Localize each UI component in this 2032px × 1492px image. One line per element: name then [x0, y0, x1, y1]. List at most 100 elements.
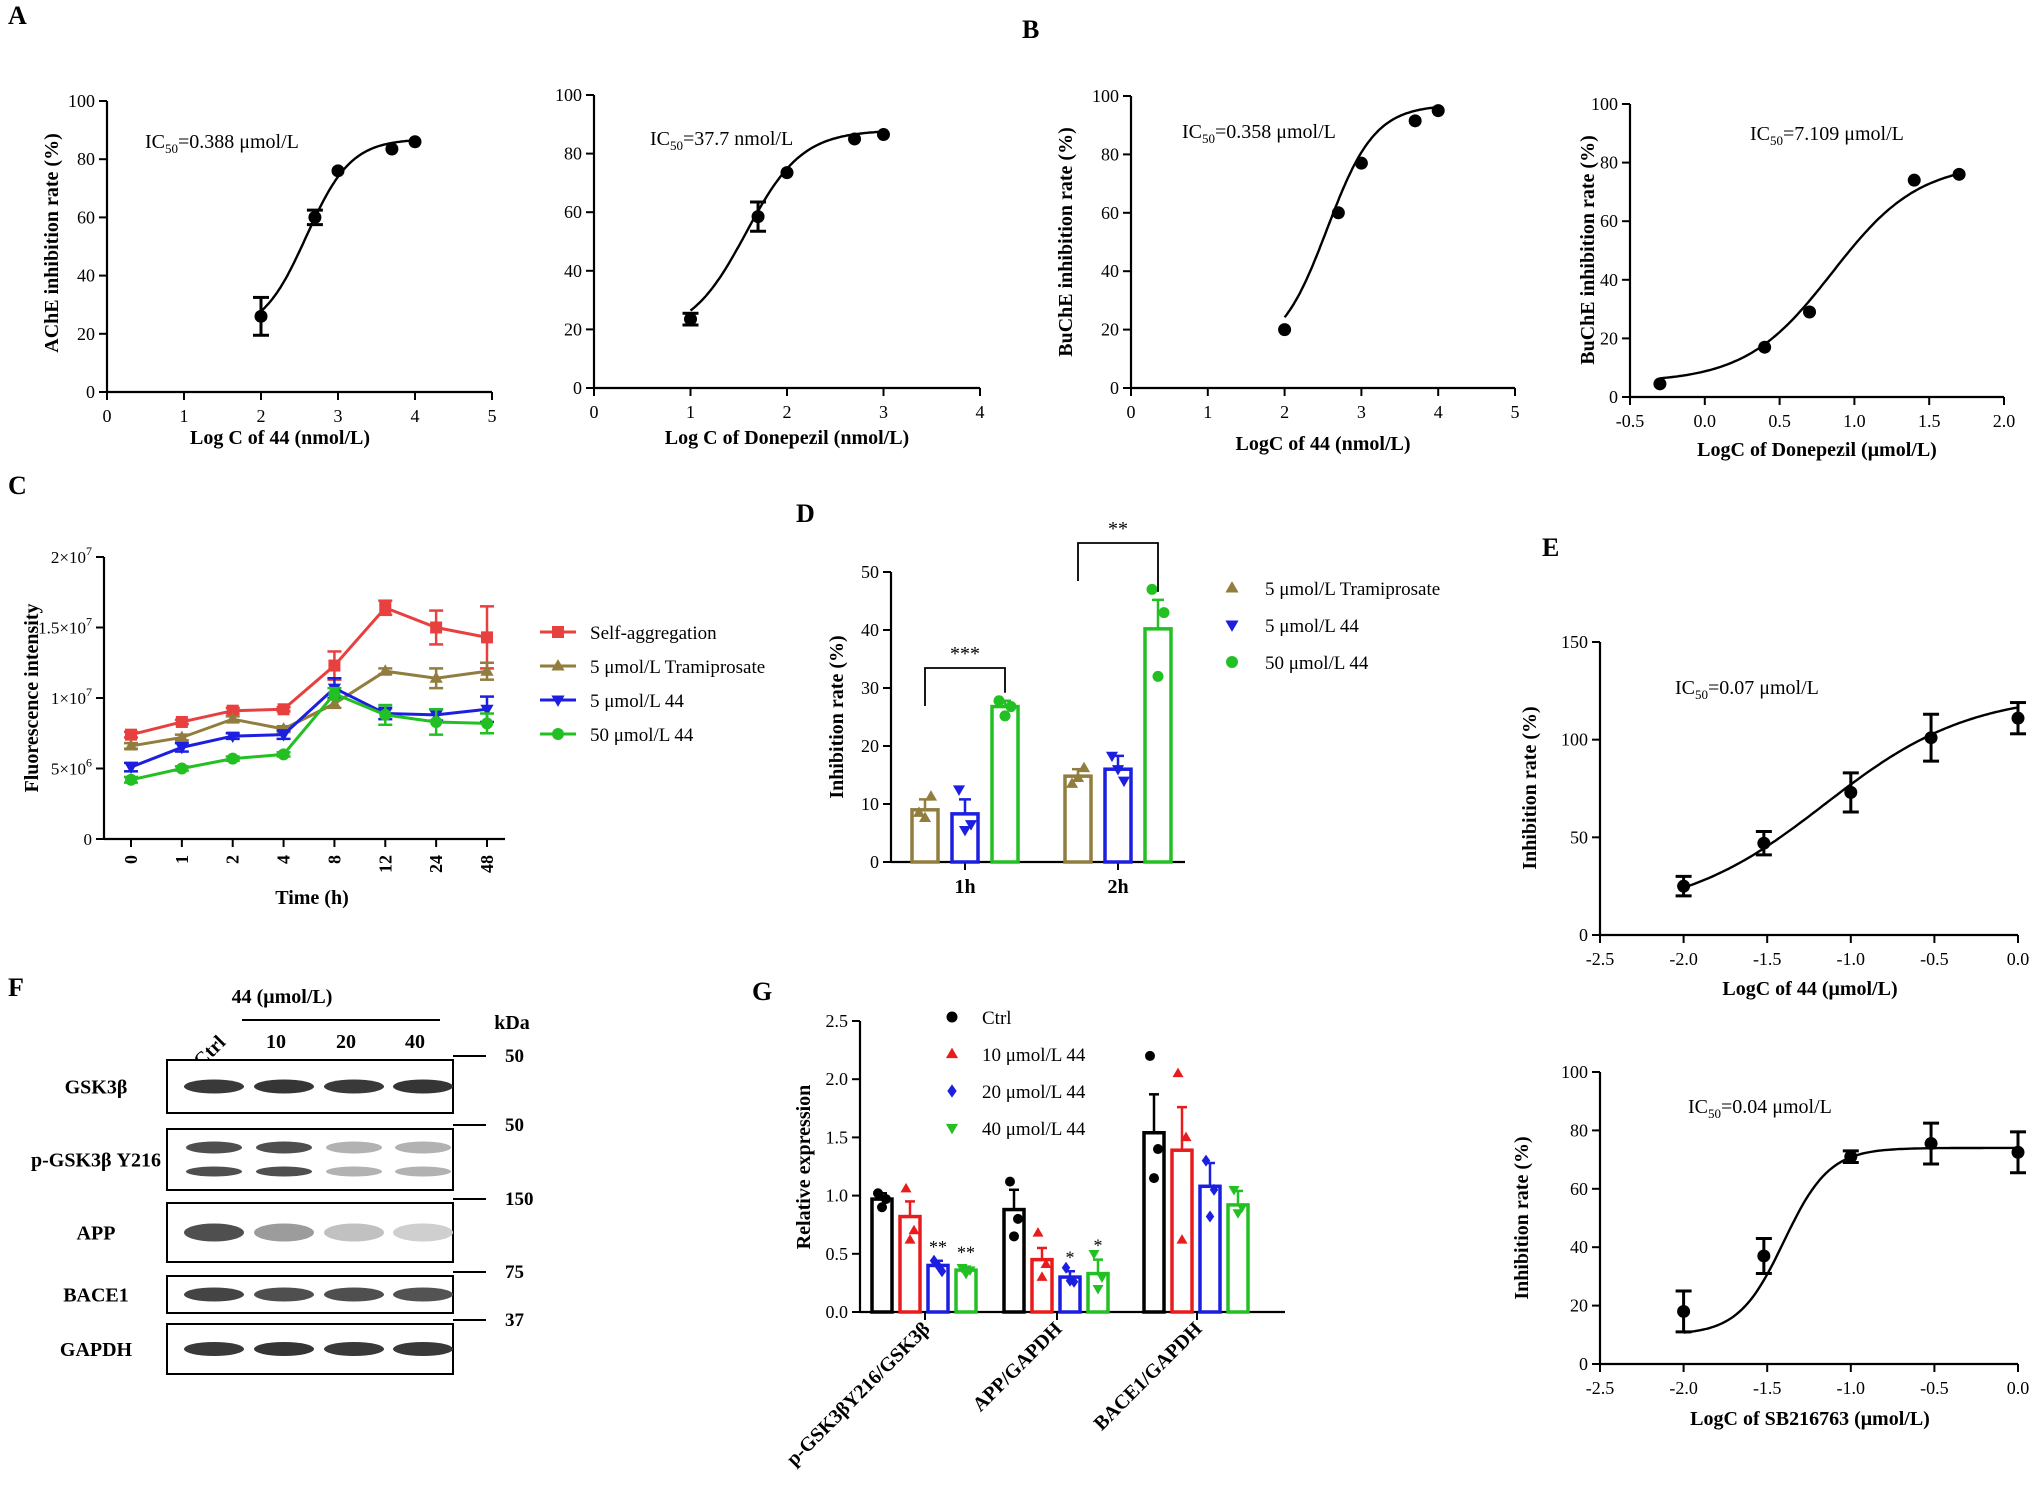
legend-marker — [946, 1011, 958, 1023]
y-tick-label: 1.5 — [826, 1127, 849, 1147]
panel-letter-c: C — [8, 471, 27, 500]
significance-label: ** — [957, 1243, 975, 1263]
lane-label: 10 — [266, 1031, 286, 1053]
data-point — [378, 664, 392, 676]
y-tick-label: 80 — [1570, 1120, 1588, 1140]
x-tick-label: 1.5 — [1918, 411, 1941, 431]
y-tick-exponent: 6 — [86, 756, 92, 770]
kda-value: 50 — [505, 1115, 524, 1136]
blot-band — [324, 1079, 384, 1094]
legend-item: 50 μmol/L 44 — [540, 725, 694, 746]
x-tick-label: 4 — [411, 406, 420, 426]
x-axis-label: LogC of Donepezil (μmol/L) — [1697, 439, 1937, 461]
fit-curve — [689, 130, 884, 312]
y-axis-label: Inhibition rate (%) — [826, 635, 848, 798]
ic50-value: =0.358 μmol/L — [1215, 121, 1336, 143]
legend-label: Self-aggregation — [590, 623, 717, 644]
data-point — [1677, 879, 1691, 893]
data-point — [277, 748, 290, 761]
legend-label: 5 μmol/L 44 — [590, 691, 684, 712]
ic50-subscript: 50 — [1695, 687, 1708, 702]
chart-e2: 0 20 40 60 80 100 -2.5 -2.0 -1.5 -1.0 -0.5 0.0 LogC … — [1511, 1062, 2029, 1430]
data-point — [1952, 167, 1966, 181]
data-point — [1153, 1144, 1163, 1155]
blot-row-label: BACE1 — [63, 1285, 129, 1307]
data-point — [904, 1234, 916, 1244]
data-point — [958, 825, 972, 837]
bar — [1226, 1203, 1250, 1314]
error-bar — [1037, 1246, 1047, 1261]
legend-label: 40 μmol/L 44 — [982, 1119, 1086, 1140]
y-tick-label: 0.5 — [826, 1244, 849, 1264]
blot-band — [324, 1342, 384, 1356]
x-tick-label: 1h — [954, 876, 975, 898]
data-point — [1232, 1209, 1244, 1219]
y-tick-label: 20 — [77, 324, 95, 344]
x-tick-label: 12 — [375, 855, 395, 873]
y-tick-base: 1.5×10 — [38, 619, 86, 638]
data-point — [1096, 1273, 1108, 1283]
x-tick-label: -1.5 — [1753, 949, 1782, 969]
x-tick-label: 24 — [426, 855, 446, 873]
x-tick-label: 1 — [180, 406, 189, 426]
data-point — [1803, 305, 1817, 319]
y-tick-label: 150 — [1561, 632, 1588, 652]
x-tick-label: 0.0 — [2007, 949, 2030, 969]
x-tick-label: 2 — [783, 402, 792, 422]
data-point — [226, 752, 239, 765]
bar — [1002, 1207, 1026, 1314]
y-axis-label: Fluorescence intensity — [21, 603, 43, 792]
y-tick-label: 0 — [86, 382, 95, 402]
y-tick-label: 40 — [861, 620, 879, 640]
data-point — [1176, 1234, 1188, 1244]
legend-marker — [552, 626, 564, 638]
x-tick-label: 2 — [257, 406, 266, 426]
y-tick-label: 2×107 — [51, 544, 92, 567]
error-bar — [905, 1200, 915, 1218]
x-tick-label: -1.0 — [1837, 949, 1866, 969]
series-3 — [124, 686, 494, 786]
legend-marker — [1225, 620, 1239, 632]
x-tick-label: -0.5 — [1920, 949, 1949, 969]
ic50-prefix: IC — [650, 128, 670, 150]
chart-e1: 0 50 100 150 -2.5 -2.0 -1.5 -1.0 -0.5 0.0 LogC of … — [1519, 632, 2029, 1000]
data-point — [276, 730, 291, 742]
ic50-value: =0.388 μmol/L — [178, 131, 299, 153]
y-tick-label: 100 — [1591, 94, 1618, 114]
data-point — [1844, 785, 1858, 799]
data-point — [780, 166, 794, 180]
legend-marker — [947, 1084, 957, 1098]
lane-label: 40 — [405, 1031, 425, 1053]
y-tick-label: 0 — [1110, 378, 1119, 398]
y-tick-label: 20 — [1570, 1296, 1588, 1316]
data-point — [1145, 1050, 1155, 1061]
legend-marker — [1226, 656, 1238, 668]
lane-label: 20 — [336, 1031, 356, 1053]
data-point — [481, 631, 493, 644]
data-point — [918, 811, 932, 823]
data-point — [379, 708, 392, 721]
bar — [1170, 1148, 1194, 1314]
data-point — [226, 712, 240, 724]
data-point — [1431, 104, 1445, 118]
data-point — [1758, 340, 1772, 354]
y-tick-label: 60 — [1570, 1179, 1588, 1199]
x-tick-label: 0 — [590, 402, 599, 422]
y-tick-label: 40 — [564, 261, 582, 281]
data-point — [751, 210, 765, 224]
data-point — [1757, 836, 1771, 850]
series-line — [130, 669, 488, 748]
panel-letter-g: G — [752, 977, 772, 1006]
y-tick-label: 2.0 — [826, 1069, 849, 1089]
data-point — [1924, 1137, 1938, 1151]
ic50-prefix: IC — [145, 131, 165, 153]
x-tick-label: 4 — [1434, 402, 1443, 422]
data-point — [912, 806, 926, 817]
y-tick-label: 100 — [1092, 86, 1119, 106]
data-point — [308, 210, 322, 224]
series-0 — [124, 599, 494, 741]
data-point — [900, 1182, 912, 1193]
legend-marker — [551, 695, 565, 707]
legend-label: 5 μmol/L Tramiprosate — [590, 657, 765, 678]
